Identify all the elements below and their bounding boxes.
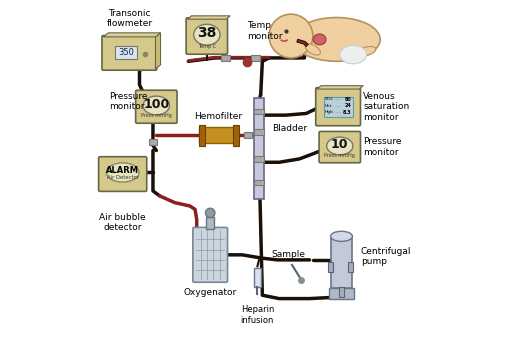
Bar	[199, 127, 238, 143]
Polygon shape	[188, 16, 230, 19]
FancyBboxPatch shape	[193, 227, 227, 282]
Bar	[199, 125, 205, 146]
FancyBboxPatch shape	[315, 88, 361, 126]
Bar	[116, 46, 137, 59]
Text: Oxygenator: Oxygenator	[183, 288, 237, 297]
Text: 10: 10	[331, 138, 349, 151]
Text: 38: 38	[197, 26, 217, 40]
Bar	[254, 156, 264, 162]
Bar	[221, 55, 229, 61]
Text: Temp
monitor: Temp monitor	[247, 21, 283, 41]
Text: 24: 24	[345, 103, 352, 108]
Ellipse shape	[313, 34, 326, 45]
Circle shape	[206, 208, 215, 218]
Text: Temp C: Temp C	[198, 44, 216, 49]
Bar	[339, 287, 344, 297]
Ellipse shape	[340, 45, 367, 64]
Text: Bladder: Bladder	[272, 124, 308, 133]
Text: 8.3: 8.3	[343, 110, 352, 115]
Bar	[254, 268, 261, 287]
Text: Pressure
monitor: Pressure monitor	[109, 92, 148, 112]
Ellipse shape	[330, 231, 352, 241]
Text: Sample: Sample	[271, 250, 306, 259]
Bar	[233, 125, 239, 146]
Text: Venous
saturation
monitor: Venous saturation monitor	[363, 92, 410, 122]
FancyBboxPatch shape	[186, 18, 227, 54]
Text: Hct: Hct	[325, 104, 332, 108]
Polygon shape	[155, 33, 161, 69]
Bar	[330, 238, 352, 289]
Text: Hemofilter: Hemofilter	[195, 112, 242, 121]
Ellipse shape	[106, 163, 139, 182]
Text: Heparin
infusion: Heparin infusion	[241, 305, 274, 325]
Ellipse shape	[293, 18, 380, 61]
Ellipse shape	[327, 137, 353, 155]
Circle shape	[269, 14, 313, 58]
Bar	[244, 132, 252, 138]
Ellipse shape	[305, 44, 321, 55]
Text: Hgb: Hgb	[325, 110, 334, 114]
Bar	[254, 180, 264, 185]
Polygon shape	[317, 86, 363, 89]
Text: ALARM: ALARM	[106, 166, 139, 175]
Bar	[149, 139, 157, 145]
Bar	[254, 129, 264, 135]
Bar	[348, 262, 353, 272]
Polygon shape	[103, 33, 161, 37]
Text: Pressure
monitor: Pressure monitor	[363, 138, 402, 157]
Text: Press mmHg: Press mmHg	[141, 113, 172, 118]
Text: Air Detector: Air Detector	[107, 175, 139, 180]
FancyBboxPatch shape	[98, 157, 147, 191]
Bar	[254, 98, 264, 199]
Ellipse shape	[358, 46, 376, 56]
Bar	[324, 97, 353, 117]
Text: SO2: SO2	[325, 97, 334, 101]
Text: Transonic
flowmeter: Transonic flowmeter	[106, 9, 152, 28]
Text: 350: 350	[118, 48, 134, 57]
Ellipse shape	[143, 96, 169, 115]
Bar	[251, 55, 260, 61]
Bar	[328, 262, 333, 272]
Text: 100: 100	[143, 98, 169, 111]
Ellipse shape	[194, 24, 220, 45]
Text: Centrifugal
pump: Centrifugal pump	[361, 247, 411, 266]
Bar	[254, 109, 264, 115]
FancyBboxPatch shape	[136, 90, 177, 123]
Text: Press mmHg: Press mmHg	[324, 153, 355, 158]
Bar	[329, 289, 354, 298]
Text: 80: 80	[345, 97, 352, 102]
FancyBboxPatch shape	[319, 131, 361, 163]
FancyBboxPatch shape	[102, 35, 157, 70]
Bar	[206, 217, 214, 229]
Text: Air bubble
detector: Air bubble detector	[99, 213, 146, 232]
